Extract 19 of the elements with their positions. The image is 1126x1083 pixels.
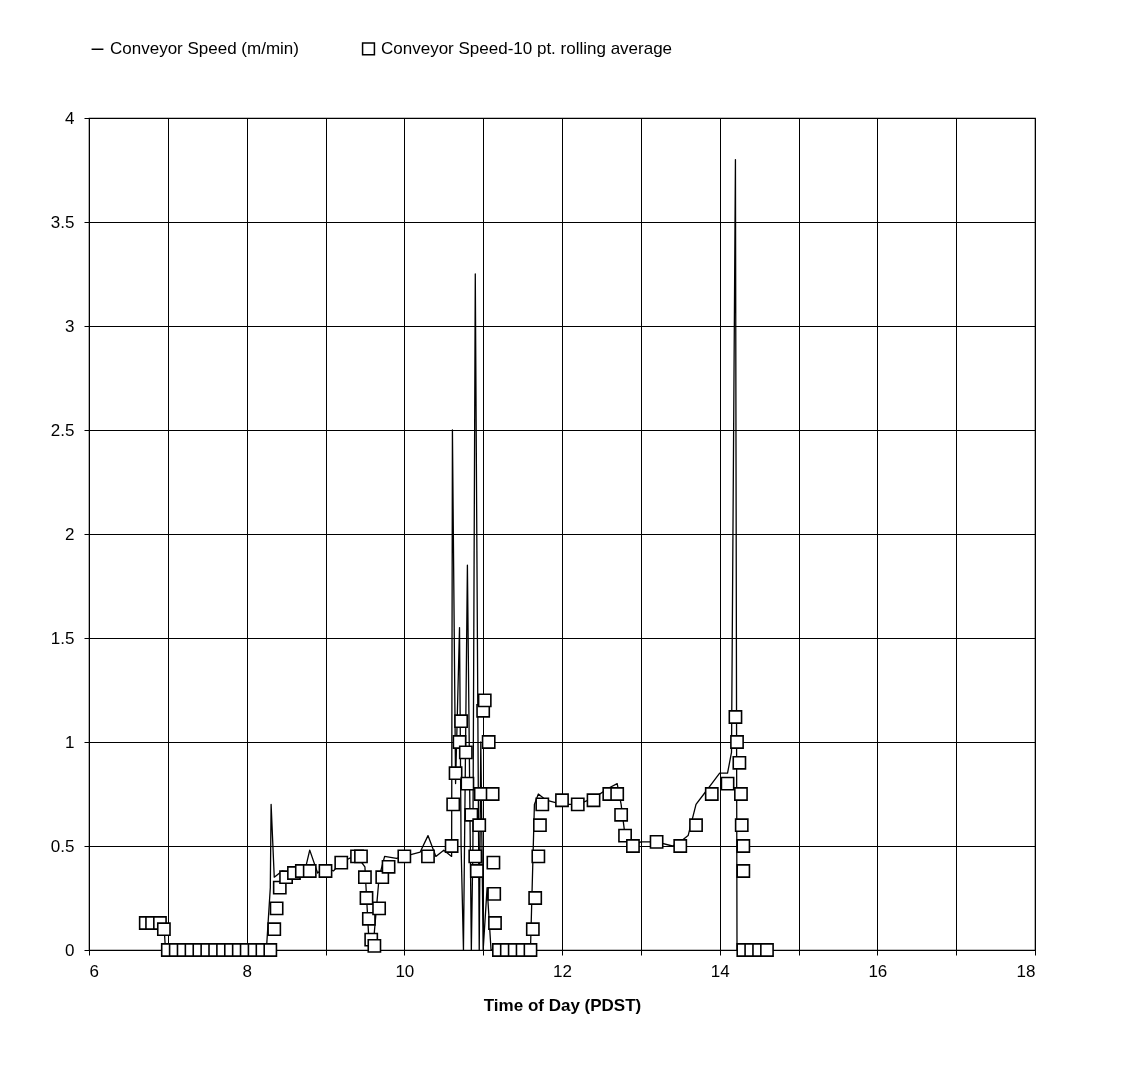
x-tick-label: 12 <box>553 961 572 981</box>
y-tick-label: 3.5 <box>50 212 75 232</box>
x-tick-label: 8 <box>242 961 252 981</box>
y-tick-label: 4 <box>65 108 75 128</box>
y-tick-label: 2 <box>65 524 75 544</box>
legend-label: Conveyor Speed-10 pt. rolling average <box>381 38 673 58</box>
x-tick-label: 14 <box>710 961 730 981</box>
x-tick-label: 10 <box>395 961 415 981</box>
y-tick-label: 2.5 <box>50 420 75 440</box>
y-tick-label: 3 <box>65 316 75 336</box>
y-tick-label: 0 <box>65 940 75 960</box>
x-tick-label: 18 <box>1016 961 1036 981</box>
x-tick-label: 16 <box>868 961 888 981</box>
x-tick-label: 6 <box>89 961 99 981</box>
legend-label: Conveyor Speed (m/min) <box>110 39 299 59</box>
y-tick-label: 0.5 <box>50 836 75 856</box>
x-axis-title: Time of Day (PDST) <box>483 995 642 1015</box>
y-tick-label: 1.5 <box>50 628 75 648</box>
y-tick-label: 1 <box>65 732 75 752</box>
